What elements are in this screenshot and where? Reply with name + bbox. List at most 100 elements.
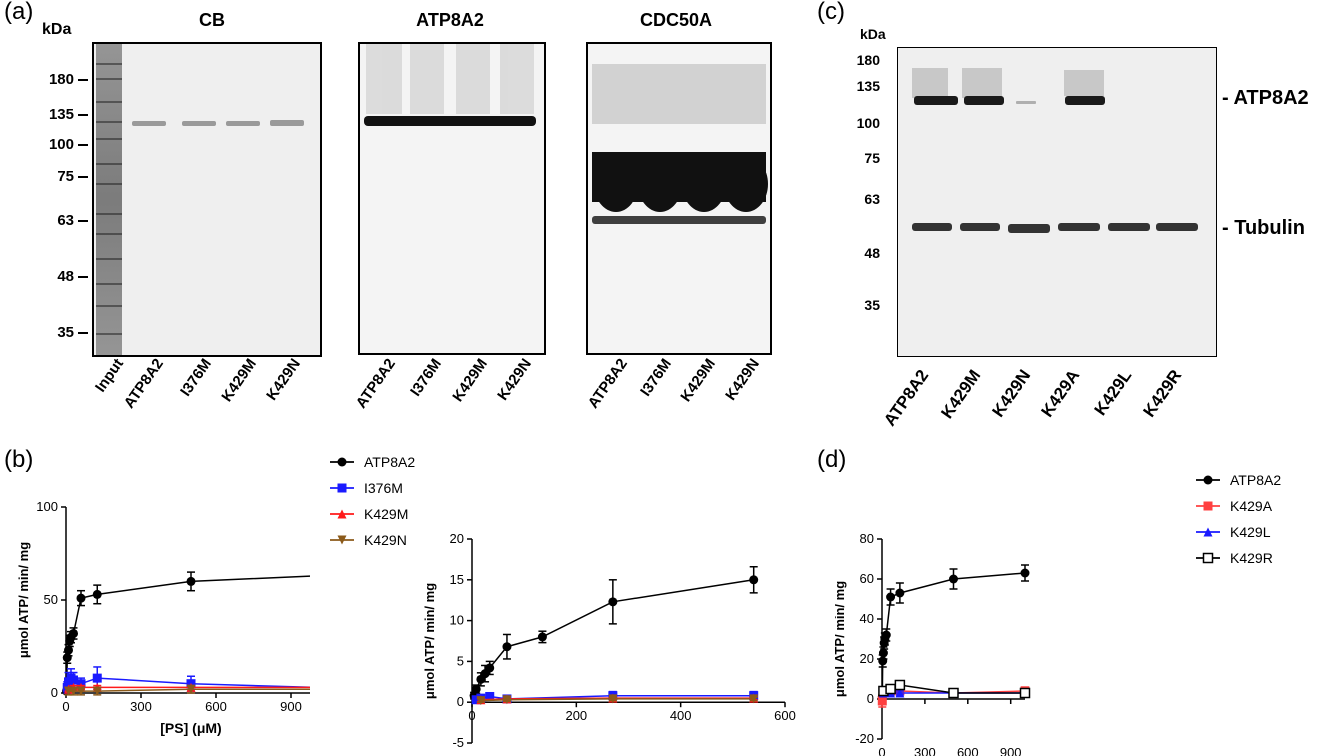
- blot-title-cdc50a: CDC50A: [639, 10, 713, 30]
- kda-label-a: kDa: [42, 21, 72, 38]
- series-atp8a2: [62, 571, 310, 696]
- mw-marker: 35: [57, 324, 74, 341]
- x-tick-label: 900: [280, 699, 302, 714]
- x-tick-label: 0: [62, 699, 69, 714]
- mw-ticks-a: [78, 79, 88, 334]
- legend-entry: ATP8A2: [1230, 472, 1281, 488]
- data-point: [608, 694, 618, 704]
- mw-marker: 100: [856, 115, 880, 131]
- data-point: [76, 593, 86, 603]
- panel-label-b: (b): [4, 446, 34, 473]
- data-point: [877, 696, 887, 706]
- legend-marker: [1203, 475, 1213, 485]
- mw-marker: 35: [864, 297, 880, 313]
- x-axis-label: [PS] (μM): [160, 720, 221, 736]
- y-tick-label: 20: [860, 651, 874, 666]
- fit-line: [473, 579, 754, 696]
- series-k429r: [878, 679, 1031, 699]
- mw-marker: 180: [856, 52, 880, 68]
- y-tick-label: 0: [457, 694, 464, 709]
- y-axis-label: μmol ATP/ min/ mg: [835, 581, 847, 697]
- panel-label-d: (d): [817, 446, 847, 473]
- blot-title-cb: CB: [199, 10, 225, 30]
- data-point: [502, 642, 512, 652]
- mw-marker: 48: [864, 245, 880, 261]
- x-tick-label: 600: [957, 745, 979, 756]
- legend-marker: [1203, 501, 1213, 511]
- fit-line: [480, 698, 754, 702]
- x-tick-label: 0: [878, 745, 885, 756]
- data-point: [76, 686, 86, 696]
- band-label-atp8a2: - ATP8A2: [1222, 87, 1309, 109]
- mw-marker: 48: [57, 268, 74, 285]
- y-tick-label: 80: [860, 531, 874, 546]
- x-tick-label: 900: [1000, 745, 1022, 756]
- y-axis-label: μmol ATP/ min/ mg: [16, 542, 31, 658]
- kda-label-c: kDa: [860, 26, 886, 42]
- series-atp8a2: [877, 564, 1030, 702]
- y-tick-label: 50: [44, 592, 58, 607]
- legend-b: ATP8A2 I376M K429M K429N: [328, 452, 468, 552]
- data-point: [948, 687, 959, 699]
- y-tick-label: 5: [457, 653, 464, 668]
- data-point: [608, 597, 618, 607]
- data-point: [502, 695, 512, 705]
- x-tick-label: 300: [914, 745, 936, 756]
- mw-marker: 63: [864, 191, 880, 207]
- x-tick-label: 600: [774, 708, 796, 723]
- mw-marker: 135: [48, 106, 74, 123]
- data-point: [949, 574, 958, 584]
- mw-marker: 135: [856, 78, 880, 94]
- legend-marker: [337, 483, 347, 493]
- mw-marker: 75: [864, 150, 880, 166]
- legend-entry: K429A: [1230, 498, 1273, 514]
- y-tick-label: 0: [867, 691, 874, 706]
- data-point: [885, 683, 896, 695]
- y-tick-label: -5: [452, 735, 464, 750]
- x-tick-label: 600: [205, 699, 227, 714]
- y-tick-label: 10: [450, 613, 464, 628]
- data-point: [895, 688, 905, 698]
- chart-ps-b: 0 50 100 0 300 600 900 [PS] (μM) μmol ATP/ min/ …: [16, 499, 310, 736]
- y-tick-label: 20: [450, 531, 464, 546]
- mw-marker: 100: [48, 136, 74, 153]
- x-tick-label: 300: [130, 699, 152, 714]
- data-point: [485, 691, 495, 701]
- series-k429n: [64, 684, 310, 696]
- cdc50a-blot: [586, 42, 772, 355]
- y-axis-label: μmol ATP/ min/ mg: [422, 583, 437, 699]
- cb-gel: [92, 42, 322, 357]
- data-point: [69, 675, 78, 685]
- data-point: [1020, 568, 1030, 578]
- data-point: [92, 686, 102, 696]
- data-point: [881, 630, 891, 640]
- y-tick-label: 100: [36, 499, 58, 514]
- data-point: [186, 684, 196, 694]
- legend-marker: [1203, 527, 1213, 537]
- legend-entry: ATP8A2: [364, 454, 415, 470]
- blot-c: [897, 47, 1217, 357]
- x-tick-label: 400: [670, 708, 692, 723]
- band-label-tubulin: - Tubulin: [1222, 217, 1305, 239]
- data-point: [894, 679, 906, 691]
- data-point: [64, 645, 73, 655]
- mw-marker: 63: [57, 212, 74, 229]
- y-tick-label: 40: [860, 611, 874, 626]
- mw-marker: 75: [57, 168, 74, 185]
- legend-marker: [1202, 552, 1214, 564]
- panel-label-c: (c): [817, 0, 845, 25]
- data-point: [69, 686, 78, 696]
- legend-entry: K429R: [1230, 550, 1273, 566]
- y-tick-label: 0: [51, 685, 58, 700]
- data-point: [476, 696, 486, 706]
- blot-title-atp8a2: ATP8A2: [416, 10, 484, 30]
- data-point: [749, 694, 759, 704]
- legend-entry: K429N: [364, 532, 407, 548]
- data-point: [92, 589, 102, 599]
- atp8a2-blot: [358, 42, 546, 355]
- legend-marker: [337, 509, 347, 519]
- data-point: [1019, 687, 1031, 699]
- data-point: [749, 575, 759, 585]
